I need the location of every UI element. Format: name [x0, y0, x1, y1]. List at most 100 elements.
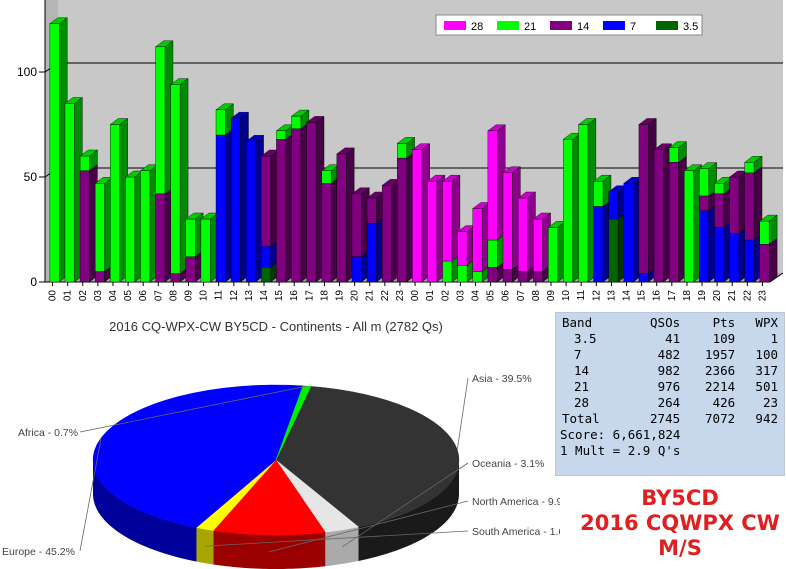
bar-top [441, 174, 461, 182]
x-axis-edge [769, 272, 784, 283]
legend-label: 21 [524, 21, 536, 33]
stats-row: 21 976 2214 501 [560, 379, 780, 395]
x-tick-label: 20 [712, 290, 723, 302]
pie-slice-europe [92, 384, 304, 528]
bar-21-01 [64, 103, 75, 283]
x-tick-label: 06 [138, 290, 149, 302]
bar-21-00 [49, 23, 60, 283]
category: M/S [658, 536, 702, 560]
bar-top [532, 212, 552, 220]
bar-top [170, 78, 189, 85]
y-tick-label: 0 [30, 275, 37, 289]
bar-top [245, 135, 265, 142]
bar-14-19 [336, 153, 347, 283]
x-tick-label: 18 [319, 290, 330, 302]
bar-side-14 [768, 237, 778, 283]
bar-7-12 [593, 206, 604, 283]
bar-top [759, 214, 778, 222]
stats-header: Pts [712, 315, 736, 330]
x-tick-label: 14 [259, 290, 270, 302]
x-tick-label: 18 [682, 290, 693, 302]
bar-3.5-14 [261, 267, 271, 283]
bar-14-05 [487, 267, 498, 283]
bar-top [426, 174, 446, 182]
bar-top [683, 164, 703, 171]
bar-21-02 [442, 260, 453, 283]
bar-21-23 [759, 220, 770, 245]
bar-14-03 [94, 271, 105, 283]
x-tick-label: 19 [697, 290, 708, 302]
stats-header: Band [562, 315, 593, 330]
bar-top [306, 116, 325, 123]
bar-14-18 [321, 183, 332, 283]
x-tick-label: 22 [742, 290, 753, 302]
x-tick-label: 20 [350, 290, 361, 302]
bar-top [411, 143, 431, 150]
bar-top [593, 174, 612, 182]
bar-21-03 [94, 183, 105, 272]
stats-cell: 982 [657, 363, 681, 378]
bar-top [577, 118, 597, 125]
bar-21-04 [472, 271, 483, 283]
x-tick-label: 15 [274, 290, 285, 302]
bar-7-14 [261, 246, 271, 268]
pie-leader-line [268, 500, 469, 553]
stats-cell: 100 [755, 347, 778, 362]
stats-cell: 2745 [650, 411, 681, 426]
y-tick-label: 50 [24, 170, 38, 184]
bar-top [64, 97, 83, 104]
x-tick-label: 23 [395, 290, 406, 302]
pie-label: Africa - 0.7% [18, 427, 78, 439]
x-tick-label: 16 [652, 290, 663, 302]
bar-14-14 [261, 155, 271, 247]
bar-14-23 [397, 157, 407, 283]
x-tick-label: 19 [335, 290, 346, 302]
pie-label: Europe - 45.2% [2, 546, 75, 558]
callsign: BY5CD [641, 486, 719, 510]
stats-cell: Total [562, 411, 600, 426]
bar-21-02 [79, 155, 90, 171]
bar-21-10 [563, 138, 573, 283]
bar-14-20 [351, 193, 362, 258]
stats-cell: 7 [574, 347, 582, 362]
x-tick-label: 05 [123, 290, 134, 302]
bar-14-15 [276, 138, 286, 283]
x-tick-label: 09 [546, 290, 557, 302]
bar-top [79, 149, 99, 157]
bar-28-03 [457, 231, 468, 266]
bar-14-15 [638, 124, 649, 274]
legend-label: 14 [577, 21, 589, 33]
bar-14-17 [306, 122, 317, 283]
bar-14-02 [79, 170, 90, 283]
x-tick-label: 14 [622, 290, 633, 302]
bar-21-11 [578, 124, 589, 283]
pie-label: North America - 9.9% [472, 496, 560, 508]
mult-line: 1 Mult = 2.9 Q's [560, 443, 681, 458]
station-badge: BY5CD 2016 CQWPX CW M/S [570, 486, 786, 561]
bar-14-07 [155, 193, 166, 283]
stats-cell: 28 [574, 395, 590, 410]
x-tick-label: 01 [425, 290, 436, 302]
bar-21-18 [684, 170, 694, 283]
bar-21-08 [170, 84, 181, 274]
stats-cell: 14 [574, 363, 590, 378]
bar-14-08 [533, 271, 543, 283]
bar-21-15 [276, 130, 286, 140]
bar-28-01 [427, 180, 438, 283]
score-line: Score: 6,661,824 [560, 427, 681, 442]
bar-top [215, 103, 234, 111]
stats-cell: 264 [657, 395, 681, 410]
bar-top [668, 141, 688, 148]
bar-21-17 [668, 147, 679, 163]
score-summary-table: Band QSOs Pts WPX 3.5 41 109 1 7 482 1957 100 14… [555, 312, 785, 476]
x-tick-label: 12 [229, 290, 240, 302]
pie-leader-line [79, 437, 102, 552]
bar-7-14 [623, 183, 634, 283]
bar-top [744, 156, 763, 163]
x-tick-label: 21 [727, 290, 738, 302]
pie-title: 2016 CQ-WPX-CW BY5CD - Continents - All … [109, 320, 443, 334]
bar-top [109, 118, 129, 125]
bar-14-19 [699, 195, 709, 211]
bar-21-23 [397, 143, 407, 159]
legend-label: 28 [471, 21, 483, 33]
